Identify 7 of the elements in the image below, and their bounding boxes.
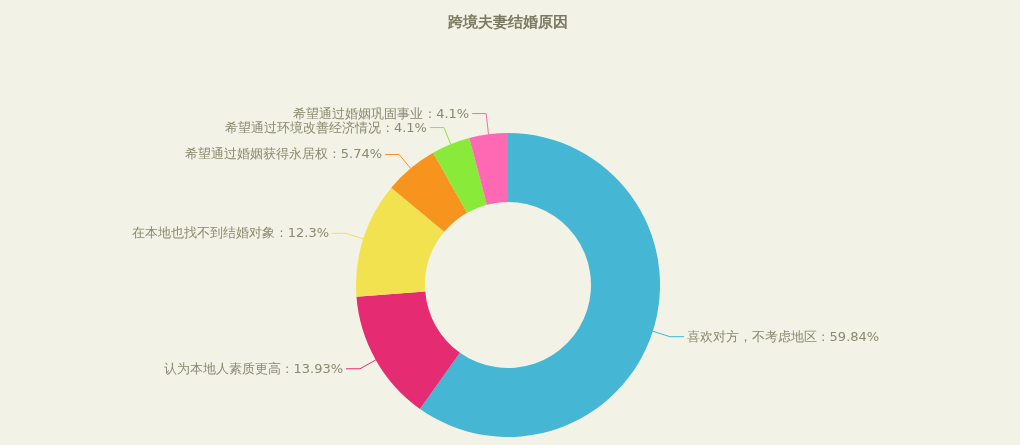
slice-label: 认为本地人素质更高 : 13.93% [163, 360, 344, 376]
chart-title: 跨境夫妻结婚原因 [447, 13, 568, 31]
slice-label: 希望通过婚姻巩固事业 : 4.1% [293, 105, 470, 121]
slice-label: 喜欢对方，不考虑地区 : 59.84% [686, 328, 880, 344]
slice-label: 希望通过环境改善经济情况 : 4.1% [225, 119, 427, 135]
slice-label: 希望通过婚姻获得永居权 : 5.74% [185, 146, 383, 162]
slice-label: 在本地也找不到结婚对象 : 12.3% [132, 225, 330, 241]
